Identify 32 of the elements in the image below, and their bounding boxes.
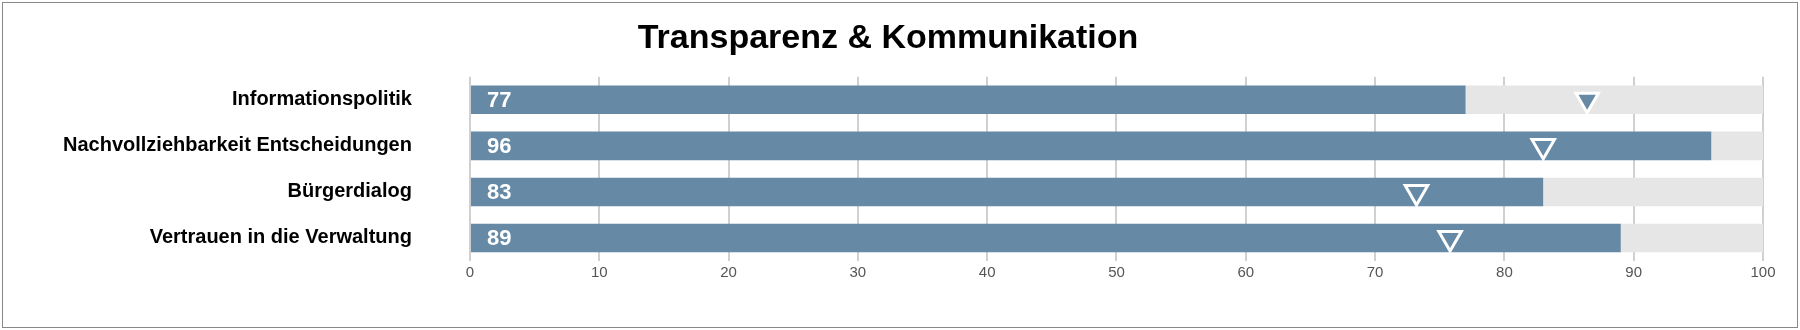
bar: [470, 85, 1466, 115]
x-tick-label: 60: [1237, 263, 1255, 281]
point: [1437, 229, 1463, 253]
data-label: 83: [486, 178, 512, 204]
bar: [1543, 177, 1763, 207]
x-tick-label: 50: [1108, 263, 1125, 281]
x-tick-label: 0: [465, 263, 475, 281]
y-tick-label: Informationspolitik: [231, 87, 413, 110]
bar: [470, 177, 1544, 207]
x-tick-label: 90: [1625, 263, 1643, 281]
x-tick-label: 30: [849, 263, 867, 281]
y-tick-label: Bürgerdialog: [287, 179, 412, 202]
point: [1530, 137, 1556, 161]
x-tick-label: 80: [1496, 263, 1513, 281]
x-tick-label: 40: [978, 263, 996, 281]
y-tick-label: Vertrauen in die Verwaltung: [149, 225, 412, 248]
x-tick-label: 20: [720, 263, 737, 281]
chart-title: Transparenz & Kommunikation: [637, 16, 1139, 55]
data-label: 96: [486, 132, 512, 158]
bar: [1711, 131, 1763, 161]
bar: [1620, 223, 1763, 253]
x-tick-label: 10: [590, 263, 608, 281]
point: [1574, 91, 1600, 115]
data-label: 77: [486, 86, 512, 112]
y-tick-label: Nachvollziehbarkeit Entscheidungen: [63, 133, 412, 156]
data-label: 89: [486, 225, 512, 251]
bar: [470, 131, 1712, 161]
point: [1403, 183, 1430, 207]
x-tick-label: 70: [1366, 263, 1384, 281]
x-tick-label: 100: [1750, 263, 1776, 281]
bar: [1465, 85, 1763, 115]
bar: [470, 223, 1621, 253]
